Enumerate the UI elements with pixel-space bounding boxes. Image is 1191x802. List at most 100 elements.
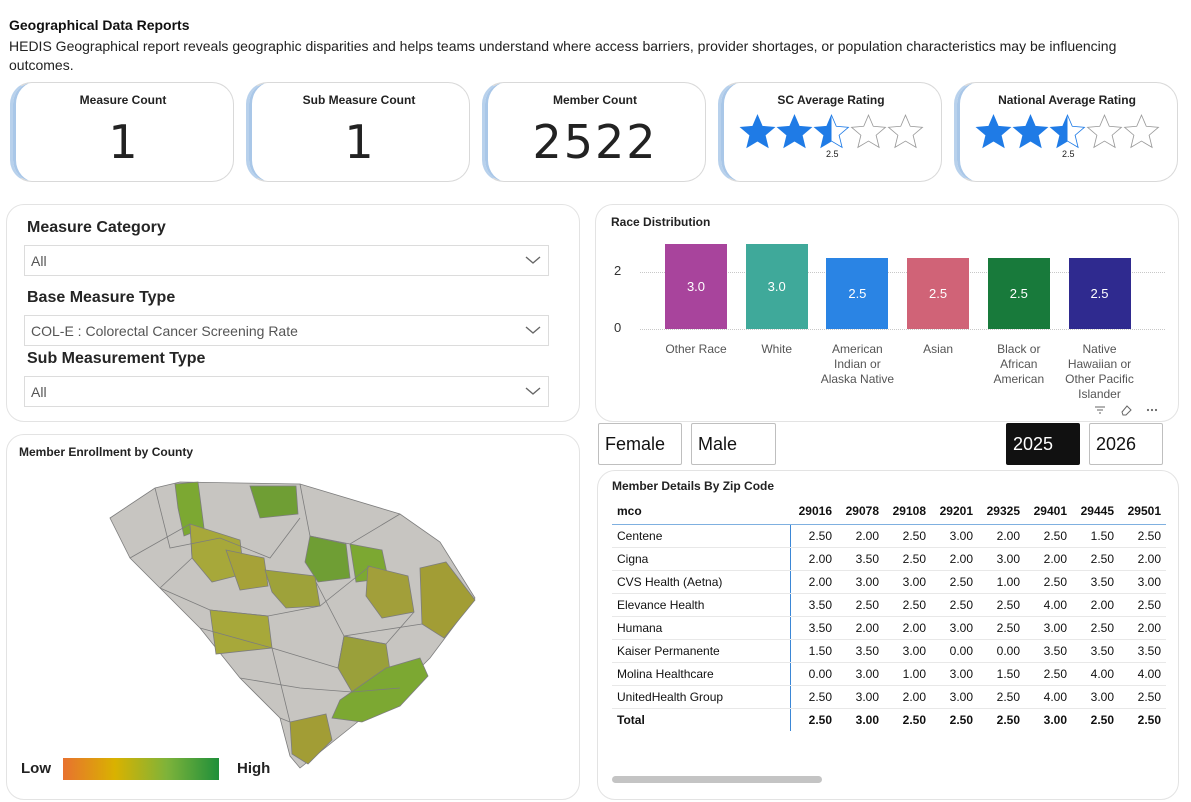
horizontal-scrollbar[interactable]: [612, 776, 822, 783]
table-cell: 3.00: [1043, 712, 1067, 727]
star-icon: [1049, 114, 1086, 149]
page-title: Geographical Data Reports: [9, 17, 190, 33]
star-icon: [739, 114, 776, 149]
column-header-zip[interactable]: 29445: [1072, 498, 1119, 525]
base-measure-type-label: Base Measure Type: [27, 289, 176, 306]
column-header-zip[interactable]: 29501: [1119, 498, 1166, 525]
table-cell: 2.50: [949, 712, 973, 727]
male-toggle[interactable]: Male: [691, 423, 776, 465]
more-options-icon[interactable]: [1145, 403, 1159, 422]
table-cell: 3.00: [931, 616, 978, 640]
national-rating-label: National Average Rating: [998, 93, 1136, 107]
bar[interactable]: [907, 258, 970, 329]
bar[interactable]: [665, 244, 727, 329]
star-icon: [975, 114, 1012, 149]
sc-rating-label: SC Average Rating: [777, 93, 885, 107]
table-cell: 1.50: [1072, 524, 1119, 548]
measure-count-card[interactable]: Measure Count 1: [10, 82, 234, 182]
table-row[interactable]: CVS Health (Aetna) 2.00 3.00 3.00 2.50 1.00 2.…: [612, 570, 1166, 594]
table-cell: 2.50: [978, 593, 1025, 617]
table-cell: 3.50: [1072, 570, 1119, 594]
row-label: Elevance Health: [612, 593, 791, 617]
table-cell: 3.50: [790, 593, 837, 617]
table-cell: 2.00: [1072, 593, 1119, 617]
measure-count-label: Measure Count: [79, 93, 167, 107]
table-cell: 1.50: [790, 639, 837, 663]
filter-icon[interactable]: [1093, 403, 1107, 422]
gridline: [640, 329, 1165, 330]
chevron-down-icon: [524, 383, 542, 402]
legend-gradient: [63, 758, 219, 780]
table-row[interactable]: Elevance Health 3.50 2.50 2.50 2.50 2.50 4.00 2…: [612, 593, 1166, 617]
eraser-icon[interactable]: [1119, 403, 1133, 422]
column-header-zip[interactable]: 29401: [1025, 498, 1072, 525]
table-row[interactable]: Cigna 2.00 3.50 2.50 2.00 3.00 2.00 2.50 2.00: [612, 547, 1166, 571]
table-cell: 2.50: [1137, 712, 1161, 727]
member-count-card[interactable]: Member Count 2522: [482, 82, 706, 182]
measure-category-label: Measure Category: [27, 219, 166, 236]
column-header-mco[interactable]: mco: [612, 498, 790, 525]
table-cell: 3.00: [837, 662, 884, 686]
year-2025-toggle[interactable]: 2025: [1006, 423, 1080, 465]
table-cell: 1.00: [978, 570, 1025, 594]
female-toggle[interactable]: Female: [598, 423, 682, 465]
row-label: Molina Healthcare: [612, 662, 791, 686]
bar[interactable]: [1068, 258, 1131, 329]
table-cell: 4.00: [1119, 662, 1166, 686]
table-cell: 3.00: [1025, 616, 1072, 640]
category-label: Black or African American: [993, 342, 1045, 386]
year-2026-toggle[interactable]: 2026: [1089, 423, 1163, 465]
base-measure-type-dropdown[interactable]: COL-E : Colorectal Cancer Screening Rate: [24, 315, 549, 346]
table-cell: 2.50: [978, 685, 1025, 709]
sub-measure-count-card[interactable]: Sub Measure Count 1: [246, 82, 470, 182]
bar[interactable]: [826, 258, 889, 329]
table-cell: 2.50: [884, 547, 931, 571]
measure-category-dropdown[interactable]: All: [24, 245, 549, 276]
table-total-row[interactable]: Total 2.50 3.00 2.50 2.50 2.50 3.00 2.50 2.50: [612, 708, 1166, 731]
column-header-zip[interactable]: 29108: [884, 498, 931, 525]
chevron-down-icon: [524, 322, 542, 341]
table-cell: 3.50: [1119, 639, 1166, 663]
table-row[interactable]: Molina Healthcare 0.00 3.00 1.00 3.00 1.50 2.5…: [612, 662, 1166, 686]
bar[interactable]: [987, 258, 1050, 329]
table-cell: 3.50: [837, 639, 884, 663]
table-cell: 2.50: [1119, 593, 1166, 617]
visual-header-icons: [1093, 403, 1159, 422]
sub-measurement-type-dropdown[interactable]: All: [24, 376, 549, 407]
table-cell: 2.50: [1072, 547, 1119, 571]
member-details-table: mco 29016 29078 29108 29201 29325 29401 29445 29…: [612, 498, 1166, 731]
table-cell: 2.50: [902, 712, 926, 727]
column-header-zip[interactable]: 29325: [978, 498, 1025, 525]
chevron-down-icon: [524, 252, 542, 271]
table-cell: 3.00: [931, 662, 978, 686]
table-cell: 2.50: [884, 593, 931, 617]
table-cell: 2.00: [790, 547, 837, 571]
table-row[interactable]: Humana 3.50 2.00 2.00 3.00 2.50 3.00 2.50 2.00: [612, 616, 1166, 640]
category-label: Other Race: [665, 342, 727, 356]
base-measure-type-value: COL-E : Colorectal Cancer Screening Rate: [31, 323, 298, 339]
category-label: American Indian or Alaska Native: [820, 342, 895, 386]
south-carolina-county-map[interactable]: [100, 478, 480, 778]
bar[interactable]: [745, 244, 808, 329]
legend-low-label: Low: [21, 760, 51, 777]
table-cell: 3.00: [1072, 685, 1119, 709]
star-icon: [1012, 114, 1049, 149]
table-cell: 3.00: [931, 524, 978, 548]
national-rating-card[interactable]: National Average Rating 2.5: [954, 82, 1178, 182]
sc-rating-card[interactable]: SC Average Rating 2.5: [718, 82, 942, 182]
table-cell: 2.00: [1025, 547, 1072, 571]
national-rating-value: 2.5: [1062, 149, 1075, 159]
table-cell: 3.00: [978, 547, 1025, 571]
table-cell: 3.50: [1025, 639, 1072, 663]
table-row[interactable]: Centene 2.50 2.00 2.50 3.00 2.00 2.50 1.50 2.50: [612, 524, 1166, 548]
table-row[interactable]: UnitedHealth Group 2.50 3.00 2.00 3.00 2.50 4.…: [612, 685, 1166, 709]
table-cell: 2.50: [996, 712, 1020, 727]
column-header-zip[interactable]: 29016: [790, 498, 837, 525]
table-cell: 3.00: [931, 685, 978, 709]
column-header-zip[interactable]: 29201: [931, 498, 978, 525]
measure-category-value: All: [31, 253, 47, 269]
column-header-zip[interactable]: 29078: [837, 498, 884, 525]
table-row[interactable]: Kaiser Permanente 1.50 3.50 3.00 0.00 0.00 3.5…: [612, 639, 1166, 663]
table-cell: 3.50: [1072, 639, 1119, 663]
